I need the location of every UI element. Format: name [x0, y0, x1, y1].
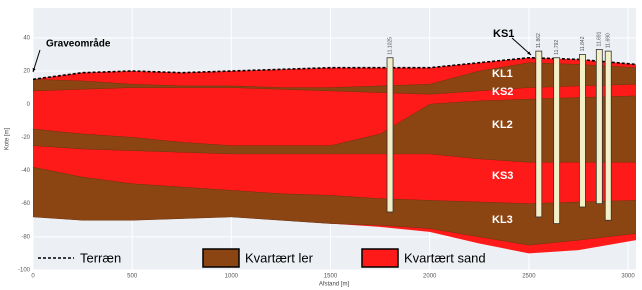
y-tick-label: -20 — [21, 135, 30, 141]
borehole-label: 11.691 — [597, 31, 603, 46]
y-tick-label: 40 — [23, 35, 30, 41]
borehole-label: 11.1025 — [387, 37, 393, 55]
borehole — [595, 49, 603, 205]
x-tick-label: 2000 — [423, 274, 437, 280]
borehole — [604, 50, 612, 221]
legend-swatch — [202, 248, 240, 268]
legend-label: Kvartært ler — [245, 250, 314, 265]
clay-band — [33, 95, 636, 163]
annotation: KS2 — [492, 86, 513, 98]
annotation: KL1 — [492, 68, 513, 80]
borehole — [579, 54, 586, 208]
x-tick-label: 1000 — [225, 274, 239, 280]
annotation: KL2 — [492, 119, 513, 131]
y-tick-label: -60 — [21, 201, 30, 207]
x-tick-label: 0 — [31, 274, 35, 280]
clay-band — [33, 62, 636, 95]
terrain-line — [33, 56, 636, 81]
annotation-arrow — [32, 49, 41, 73]
y-tick-label: -100 — [18, 268, 31, 274]
borehole-label: 11.792 — [554, 40, 560, 55]
legend-label: Terræn — [80, 250, 121, 265]
annotation: KS3 — [492, 170, 513, 182]
x-tick-label: 2500 — [522, 274, 536, 280]
annotation: KS1 — [493, 28, 514, 40]
arrow-head — [32, 68, 36, 72]
legend-swatch — [361, 248, 399, 268]
borehole-label: 11.690 — [606, 33, 612, 48]
y-tick-label: 0 — [27, 102, 31, 108]
annotation: KL3 — [492, 214, 513, 226]
clay-band — [33, 166, 636, 246]
annotation-arrow — [511, 37, 532, 56]
legend-label: Kvartært sand — [404, 250, 486, 265]
arrow-head — [527, 51, 531, 55]
y-axis-title: Kote [m] — [5, 127, 11, 150]
layers — [33, 56, 636, 254]
x-tick-label: 1500 — [324, 274, 338, 280]
x-tick-label: 500 — [127, 274, 138, 280]
borehole-label: 11.862 — [536, 33, 542, 48]
borehole — [535, 50, 543, 218]
plot-area — [32, 8, 636, 271]
annotation: Graveområde — [46, 38, 111, 50]
y-tick-label: -80 — [21, 234, 30, 240]
y-tick-label: -40 — [21, 168, 30, 174]
x-axis-title: Afstand [m] — [319, 282, 350, 288]
x-tick-label: 3000 — [621, 274, 635, 280]
borehole-label: 11.842 — [580, 36, 586, 51]
borehole — [386, 57, 394, 213]
y-tick-label: 20 — [23, 69, 30, 75]
borehole — [553, 57, 561, 224]
